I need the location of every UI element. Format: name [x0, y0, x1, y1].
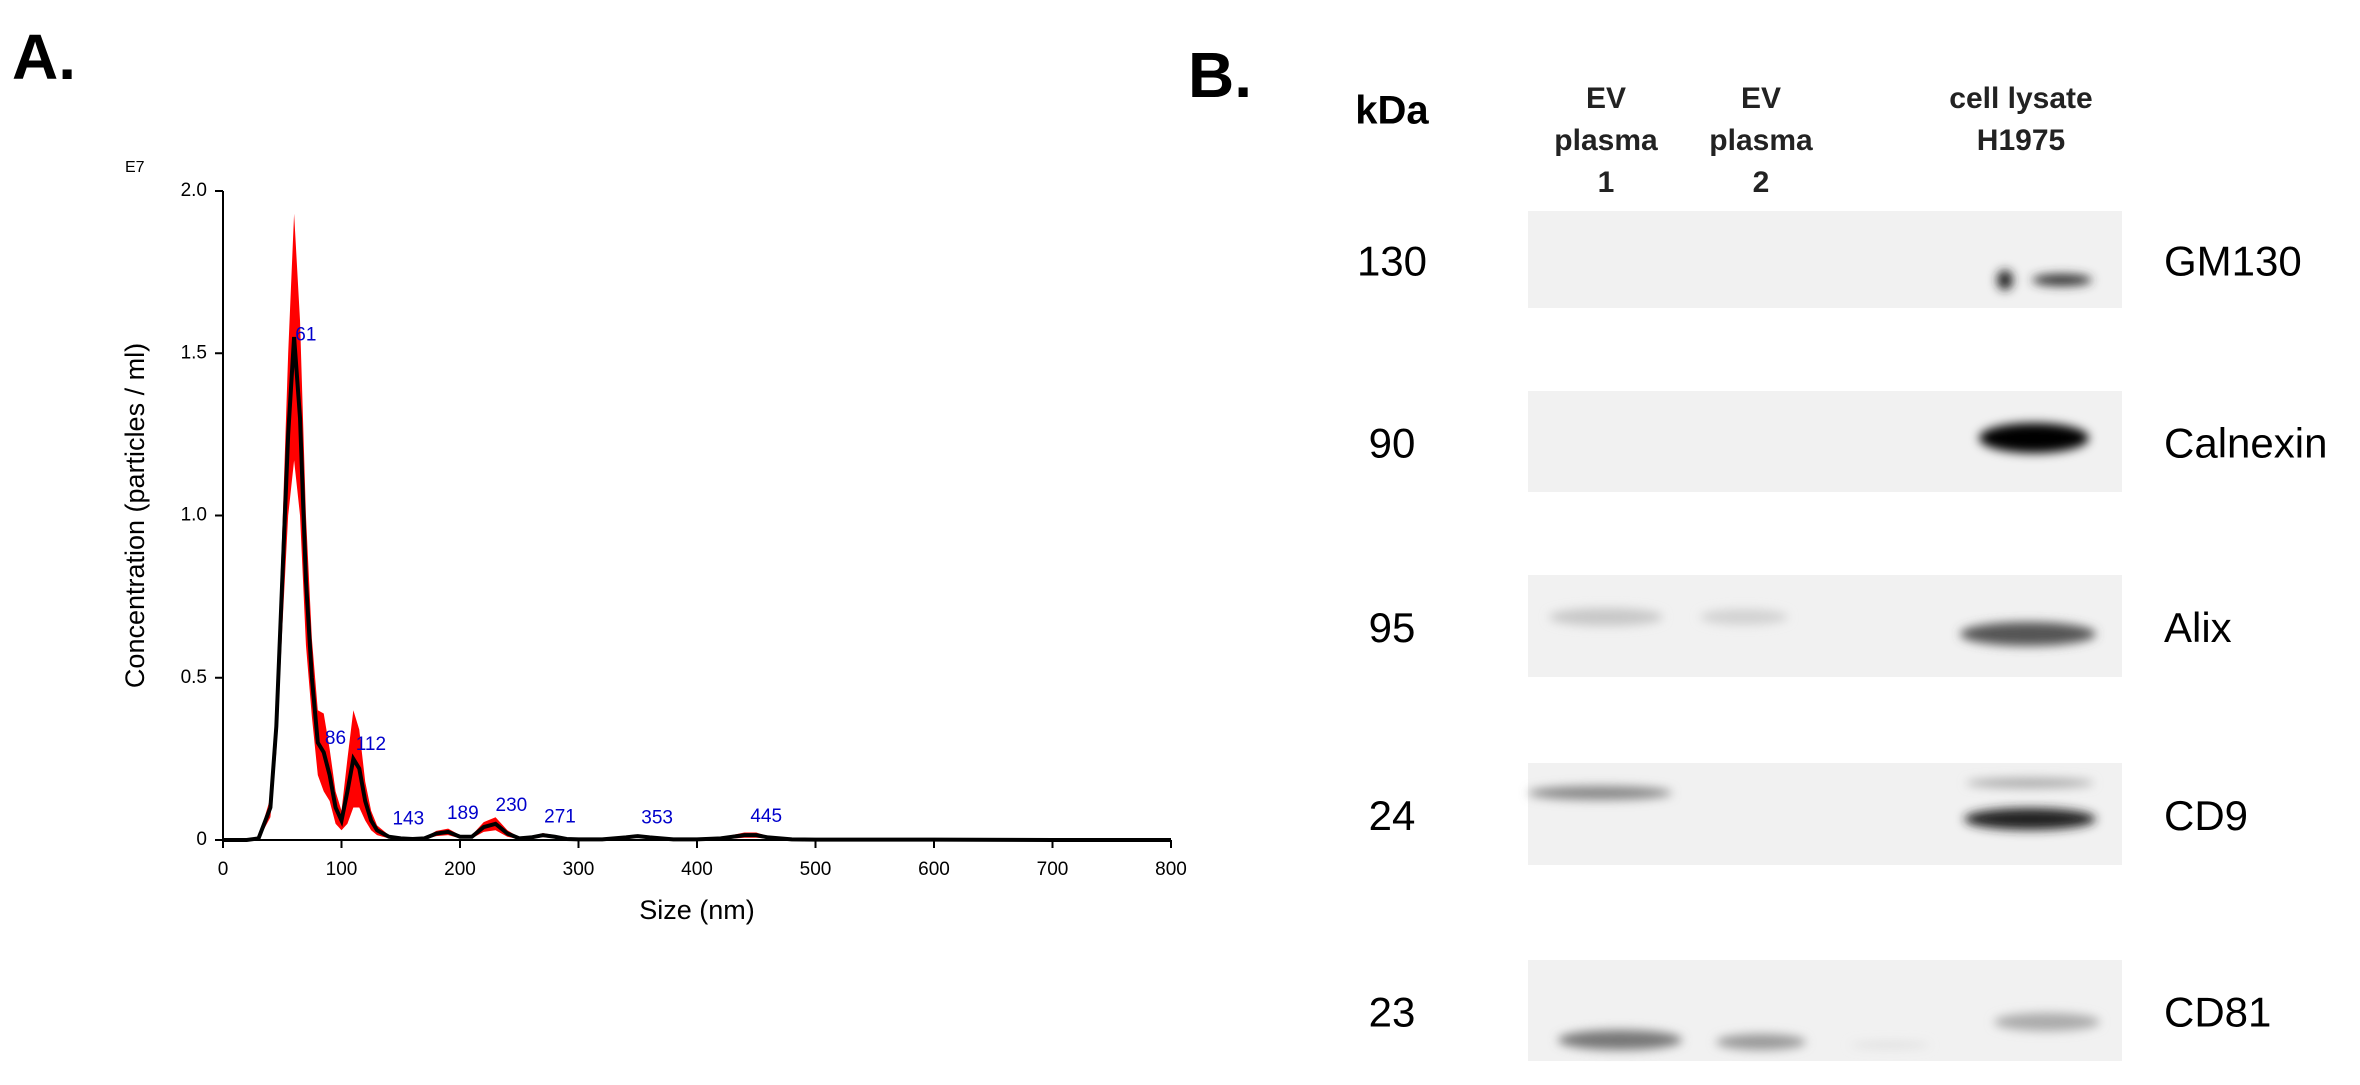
x-tick-label: 500 [800, 859, 832, 880]
lane-header: 2 [1753, 166, 1770, 199]
protein-label: Calnexin [2164, 420, 2327, 467]
peak-label: 112 [356, 734, 386, 755]
y-tick-label: 0.5 [181, 667, 207, 688]
x-tick-label: 800 [1155, 859, 1187, 880]
y-tick-label: 0 [196, 829, 207, 850]
peak-label: 61 [295, 324, 316, 345]
x-tick-label: 700 [1037, 859, 1069, 880]
peak-label: 271 [544, 806, 576, 827]
protein-label: CD9 [2164, 792, 2248, 839]
lane-header: H1975 [1977, 124, 2065, 157]
y-tick-label: 1.0 [181, 505, 207, 526]
y-tick-label: 1.5 [181, 342, 207, 363]
peak-label: 86 [325, 728, 346, 749]
protein-label: GM130 [2164, 238, 2302, 285]
kda-label: 95 [1369, 604, 1416, 651]
lane-header: EV [1586, 82, 1626, 115]
kda-label: 23 [1369, 989, 1416, 1036]
y-axis-label: Concentration (particles / ml) [120, 343, 150, 688]
lane-header: plasma [1709, 124, 1813, 157]
x-tick-label: 0 [218, 859, 229, 880]
x-tick-label: 600 [918, 859, 950, 880]
lane-header: plasma [1554, 124, 1658, 157]
panel-label: A. [12, 21, 76, 93]
y-tick-label: 2.0 [181, 180, 207, 201]
unit-header: kDa [1355, 89, 1429, 133]
x-axis-label: Size (nm) [639, 895, 755, 925]
peak-label: 143 [392, 808, 424, 829]
blot-strip [1528, 211, 2122, 308]
x-tick-label: 400 [681, 859, 713, 880]
x-tick-label: 100 [326, 859, 358, 880]
lane-header: cell lysate [1949, 82, 2092, 115]
peak-label: 189 [447, 803, 479, 824]
x-tick-label: 200 [444, 859, 476, 880]
mean-line [223, 336, 1171, 842]
peak-label: 230 [496, 795, 528, 816]
lane-header: 1 [1598, 166, 1615, 199]
western-blot [1528, 270, 2100, 1050]
kda-label: 90 [1369, 420, 1416, 467]
lane-header: EV [1741, 82, 1781, 115]
protein-label: CD81 [2164, 989, 2271, 1036]
panel-label: B. [1188, 39, 1252, 111]
peak-label: 353 [641, 808, 673, 829]
x-tick-label: 300 [563, 859, 595, 880]
y-multiplier: E7 [125, 159, 145, 176]
kda-label: 24 [1369, 792, 1416, 839]
kda-label: 130 [1357, 238, 1427, 285]
peak-label: 445 [750, 806, 782, 827]
protein-label: Alix [2164, 604, 2232, 651]
